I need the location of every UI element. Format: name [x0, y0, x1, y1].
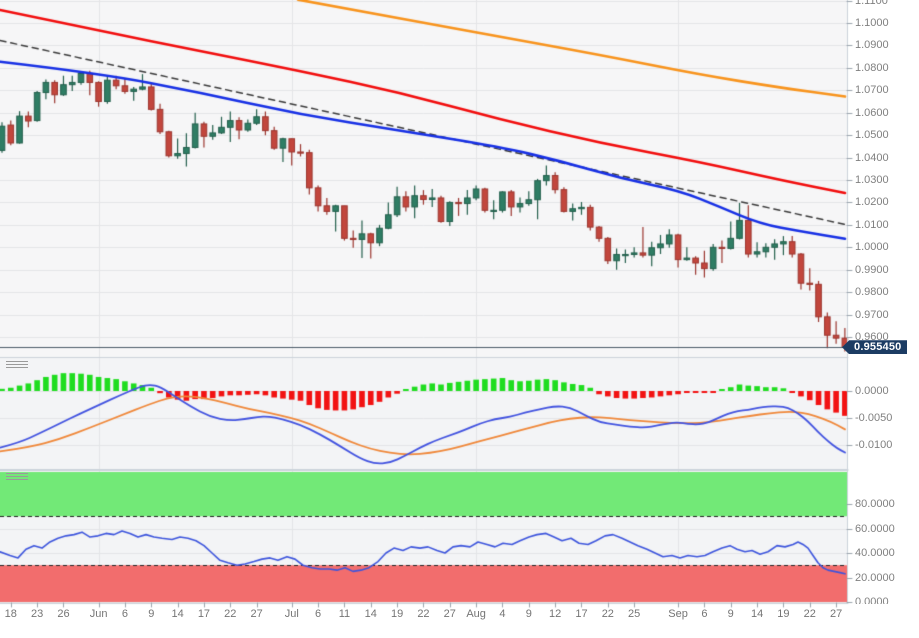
x-axis-label: 17: [197, 608, 211, 620]
x-axis-label: 9: [148, 608, 155, 620]
price-axis-label: 0.9900: [855, 263, 889, 276]
x-axis-label: 25: [628, 608, 641, 620]
x-axis-label: 27: [250, 608, 263, 620]
macd-panel[interactable]: [0, 358, 847, 469]
price-axis-label: 1.0400: [855, 151, 889, 164]
price-axis-label: 1.0100: [855, 218, 889, 231]
macd-axis-label: -0.0050: [855, 412, 893, 424]
price-axis-label: 1.0600: [855, 106, 889, 119]
x-axis-label: Jun: [89, 608, 108, 620]
x-axis-label: 14: [364, 608, 377, 620]
x-axis: 18 23 26 Jun 6 9 14 17 22 27 Jul 6 11 14 19 22 27 Aug 4 9 12…: [0, 604, 847, 626]
x-axis-label: 4: [499, 608, 506, 620]
price-axis-label: 0.9600: [855, 331, 889, 344]
price-axis-label: 1.0500: [855, 129, 889, 142]
x-axis-label: Aug: [466, 608, 486, 620]
x-axis-label: 14: [750, 608, 764, 620]
x-axis-label: 22: [601, 608, 614, 620]
x-axis-label: 19: [390, 608, 404, 620]
x-axis-label: 19: [777, 608, 790, 620]
x-axis-label: 22: [803, 608, 816, 620]
price-axis-label: 1.0800: [855, 61, 889, 74]
price-axis-label: 1.1100: [855, 0, 888, 7]
x-axis-label: Sep: [668, 608, 688, 620]
macd-axis-label: 0.0000: [855, 385, 889, 397]
rsi-axis-label: 40.0000: [855, 547, 895, 559]
x-axis-label: 22: [224, 608, 237, 620]
x-axis-label: 18: [4, 608, 17, 620]
x-axis-label: 22: [417, 608, 430, 620]
price-axis-label: 0.9800: [855, 286, 889, 299]
x-axis-label: 27: [443, 608, 456, 620]
price-axis: 1.1100 1.1000 1.0900 1.0800 1.0700 1.0600 1.05…: [848, 0, 919, 604]
x-axis-label: 6: [121, 608, 128, 620]
main-price-panel[interactable]: [0, 0, 847, 357]
x-axis-label: 23: [30, 608, 44, 620]
rsi-axis-label: 0.0000: [855, 596, 889, 604]
price-axis-label: 1.1000: [855, 17, 889, 29]
x-axis-label: 12: [549, 608, 562, 620]
price-axis-label: 1.0700: [855, 84, 889, 97]
price-axis-label: 1.0000: [855, 241, 889, 254]
rsi-axis-label: 60.0000: [855, 522, 895, 535]
x-axis-label: 9: [727, 608, 734, 620]
x-axis-label: 6: [701, 608, 708, 620]
price-axis-label: 1.0300: [855, 174, 889, 186]
price-axis-label: 0.9700: [855, 308, 889, 321]
rsi-panel[interactable]: [0, 471, 847, 603]
x-axis-label: 6: [315, 608, 322, 620]
macd-panel-drag-handle-icon[interactable]: [6, 361, 28, 369]
rsi-axis-label: 80.0000: [855, 498, 895, 510]
price-axis-label: 1.0900: [855, 39, 889, 52]
rsi-axis-label: 20.0000: [855, 571, 895, 584]
x-axis-label: 11: [338, 608, 351, 620]
price-tag-label: 0.955450: [854, 341, 902, 354]
x-axis-label: 26: [57, 608, 70, 620]
macd-axis-label: -0.0100: [855, 439, 893, 451]
x-axis-label: 17: [575, 608, 588, 620]
price-tag: 0.955450: [842, 340, 908, 355]
price-axis-label: 1.0200: [855, 196, 889, 209]
x-axis-label: 9: [525, 608, 532, 620]
x-axis-label: Jul: [284, 608, 299, 620]
x-axis-label: 14: [171, 608, 184, 620]
x-axis-label: 27: [829, 608, 843, 620]
rsi-panel-drag-handle-icon[interactable]: [6, 473, 28, 481]
